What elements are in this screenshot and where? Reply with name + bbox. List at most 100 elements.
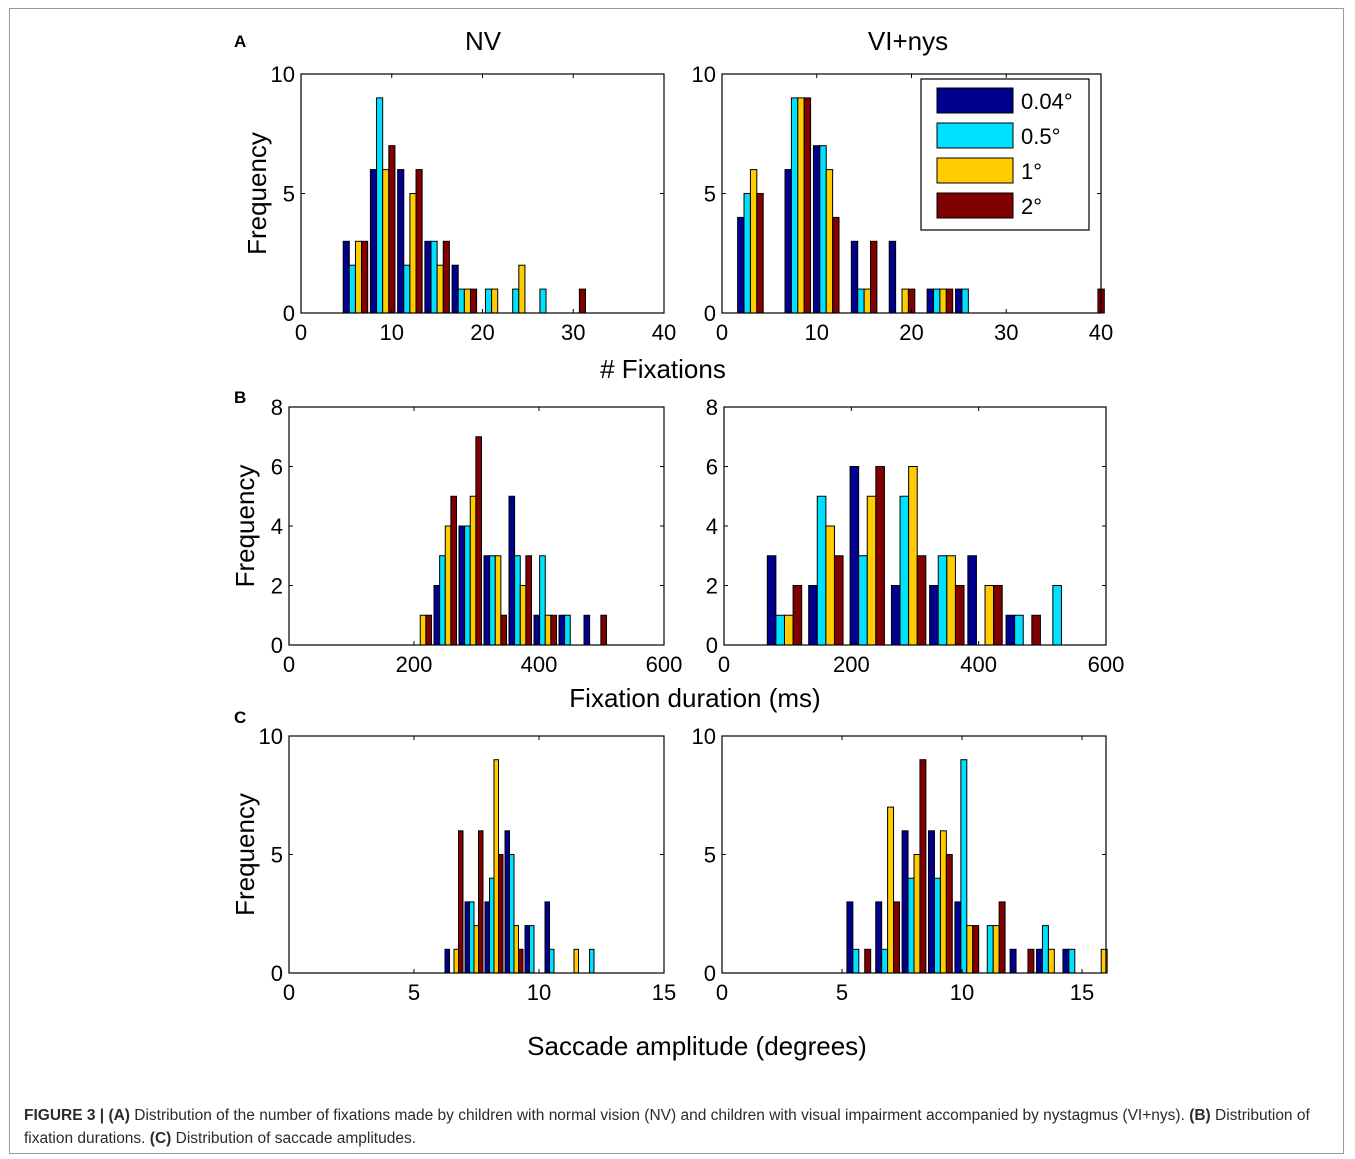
histogram-bar [866,495,877,646]
histogram-bar [939,288,947,314]
histogram-bar [444,525,452,646]
histogram-bar [816,495,827,646]
x-tick-label: 0 [718,652,730,677]
histogram-bar [491,288,499,314]
x-tick-label: 40 [652,320,676,345]
caption-c-label: (C) [149,1130,172,1147]
column-title-vi-nys: VI+nys [868,26,948,56]
x-tick-label: 5 [836,980,848,1005]
histogram-bar [928,830,935,974]
histogram-bar [533,614,541,646]
y-tick-label: 6 [706,455,718,480]
legend-label: 1° [1021,159,1042,184]
histogram-bar [514,555,521,646]
histogram-bar [450,495,458,646]
y-tick-label: 4 [271,514,283,539]
histogram-bar [1068,948,1076,974]
histogram-bar [967,555,977,646]
histogram-bar [901,830,909,974]
y-tick-label: 0 [271,961,283,986]
y-tick-label: 0 [704,301,716,326]
histogram-bar [1036,948,1043,974]
histogram-bar [849,466,860,646]
histogram-bar [1031,614,1041,646]
histogram-bar [887,806,895,974]
histogram-bar [972,925,980,974]
histogram-bar [419,614,427,646]
histogram-bar [361,240,369,314]
histogram-bar [797,97,805,314]
x-tick-label: 10 [527,980,551,1005]
histogram-bar [369,169,378,314]
y-tick-label: 5 [704,182,716,207]
x-tick-label: 200 [833,652,870,677]
histogram-panel-a-right: 0 10 20 30 40 0 5 10 0.04° 0.5° 1° 2° [692,62,1114,345]
y-tick-label: 10 [692,62,716,87]
histogram-bar [954,585,965,646]
histogram-bar [500,614,508,646]
histogram-bar [397,169,405,314]
histogram-bar [550,614,558,646]
histogram-bar [775,614,785,646]
histogram-bar [469,288,478,314]
legend: 0.04° 0.5° 1° 2° [920,78,1090,231]
histogram-bar [539,555,546,646]
histogram-bar [870,240,878,314]
histogram-bar [846,901,854,974]
x-tick-label: 0 [716,980,728,1005]
histogram-bar [737,216,745,314]
histogram-bar [825,525,835,646]
x-tick-label: 0 [283,980,295,1005]
histogram-bar [888,240,897,314]
histogram-bar [984,585,995,646]
x-tick-label: 600 [646,652,683,677]
histogram-bar [812,145,821,314]
histogram-bar [453,948,459,974]
histogram-bar [929,585,939,646]
x-tick-label: 30 [561,320,585,345]
histogram-bar [743,193,751,314]
histogram-bar [863,288,872,314]
histogram-bar [444,948,450,974]
histogram-bar [913,854,921,974]
histogram-bar [525,555,533,646]
histogram-bar [478,830,484,974]
legend-label: 0.04° [1021,89,1073,114]
histogram-bar [899,495,910,646]
x-axis-label-amplitude: Saccade amplitude (degrees) [527,1031,867,1061]
histogram-bar [464,525,471,646]
histogram-bar [388,145,396,314]
x-tick-label: 0 [283,652,295,677]
histogram-bar [825,169,834,314]
histogram-bar [342,240,350,314]
y-axis-label: Frequency [242,132,272,255]
x-tick-label: 5 [408,980,420,1005]
histogram-bar [376,97,384,314]
histogram-bar [415,169,423,314]
histogram-bar [1062,948,1070,974]
histogram-bar [961,288,969,314]
histogram-bar [463,288,471,314]
y-tick-label: 5 [704,843,716,868]
histogram-bar [832,216,840,314]
panel-label-a: A [234,32,246,51]
histogram-bar [1014,614,1024,646]
histogram-bar [529,925,535,974]
histogram-bar [954,901,962,974]
histogram-bar [504,830,510,974]
histogram-bar [473,925,479,974]
histogram-bar [518,948,524,974]
histogram-bar [993,585,1003,646]
y-tick-label: 0 [283,301,295,326]
y-tick-label: 5 [271,843,283,868]
histogram-bar [600,614,608,646]
histogram-bar [519,585,527,646]
y-tick-label: 2 [271,574,283,599]
histogram-bar [589,948,595,974]
histogram-bar [442,240,450,314]
figure-3: A B C NV VI+nys # Fixations Fixation dur… [230,26,1124,1061]
histogram-bar [833,555,844,646]
y-tick-label: 6 [271,455,283,480]
histogram-bar [908,466,918,646]
histogram-bar [425,614,433,646]
